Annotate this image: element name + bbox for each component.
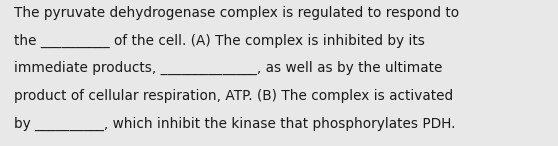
Text: the __________ of the cell. (A) The complex is inhibited by its: the __________ of the cell. (A) The comp… xyxy=(14,34,425,48)
Text: by __________, which inhibit the kinase that phosphorylates PDH.: by __________, which inhibit the kinase … xyxy=(14,117,455,131)
Text: immediate products, ______________, as well as by the ultimate: immediate products, ______________, as w… xyxy=(14,61,442,75)
Text: The pyruvate dehydrogenase complex is regulated to respond to: The pyruvate dehydrogenase complex is re… xyxy=(14,6,459,20)
Text: product of cellular respiration, ATP. (B) The complex is activated: product of cellular respiration, ATP. (B… xyxy=(14,89,453,103)
